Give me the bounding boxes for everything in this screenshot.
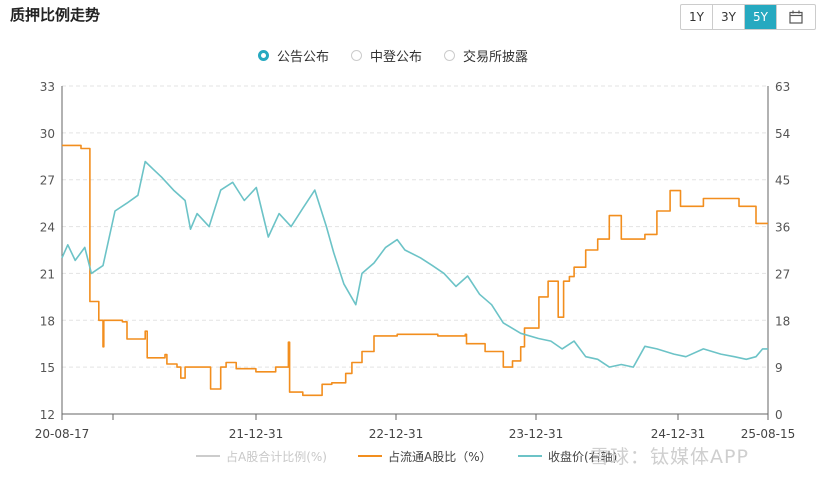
series-layer <box>61 144 768 397</box>
radio-empty-icon[interactable] <box>444 50 456 61</box>
y-left-tick-label: 12 <box>40 408 55 422</box>
y-left-tick-label: 24 <box>40 221 55 235</box>
filter-announcement[interactable]: 公告公布 <box>258 46 329 65</box>
y-left-tick-label: 27 <box>40 174 55 188</box>
y-left-tick-label: 15 <box>40 361 55 375</box>
y-right-tick-label: 0 <box>775 408 783 422</box>
y-left-tick-label: 33 <box>40 80 55 94</box>
legend-label: 占流通A股比（%） <box>388 449 492 464</box>
x-tick-label: 20-08-17 <box>35 427 89 441</box>
filter-label: 公告公布 <box>277 50 330 65</box>
radio-empty-icon[interactable] <box>351 50 363 61</box>
x-tick-label: 25-08-15 <box>741 427 795 441</box>
y-right-tick-label: 45 <box>775 174 790 188</box>
source-filter: 公告公布 中登公布 交易所披露 <box>258 46 550 65</box>
x-tick-label: 22-12-31 <box>369 427 423 441</box>
filter-label: 中登公布 <box>370 50 423 65</box>
y-left-tick-label: 18 <box>40 314 55 328</box>
range-selector: 1Y 3Y 5Y <box>680 4 816 30</box>
y-right-tick-label: 36 <box>775 221 790 235</box>
range-5y-button[interactable]: 5Y <box>745 5 777 29</box>
x-tick-label: 23-12-31 <box>509 427 563 441</box>
calendar-button[interactable] <box>777 5 815 29</box>
grid <box>62 85 768 368</box>
calendar-icon <box>789 10 803 24</box>
filter-label: 交易所披露 <box>463 50 529 65</box>
filter-csdc[interactable]: 中登公布 <box>351 46 422 65</box>
y-right-tick-label: 18 <box>775 314 790 328</box>
chart-title: 质押比例走势 <box>10 6 101 24</box>
axes: 12 15 18 21 24 27 30 33 0 9 18 27 36 45 54 63 20-08-17 21… <box>35 80 795 441</box>
y-left-tick-label: 30 <box>40 127 55 141</box>
series-line <box>62 144 768 397</box>
y-right-tick-label: 63 <box>775 80 790 94</box>
y-right-tick-label: 27 <box>775 267 790 281</box>
x-tick-label: 24-12-31 <box>651 427 705 441</box>
series-line <box>61 160 768 368</box>
radio-selected-icon[interactable] <box>258 50 269 61</box>
watermark: 雪球：钛媒体APP <box>590 446 749 468</box>
range-1y-button[interactable]: 1Y <box>681 5 713 29</box>
legend-label: 收盘价(右轴) <box>548 449 617 464</box>
range-3y-button[interactable]: 3Y <box>713 5 745 29</box>
x-tick-label: 21-12-31 <box>229 427 283 441</box>
y-left-tick-label: 21 <box>40 267 55 281</box>
filter-exchange[interactable]: 交易所披露 <box>444 46 528 65</box>
legend-label: 占A股合计比例(%) <box>226 449 327 464</box>
y-right-tick-label: 9 <box>775 361 783 375</box>
legend: 占A股合计比例(%) 占流通A股比（%） 收盘价(右轴) <box>196 449 617 464</box>
y-right-tick-label: 54 <box>775 127 790 141</box>
